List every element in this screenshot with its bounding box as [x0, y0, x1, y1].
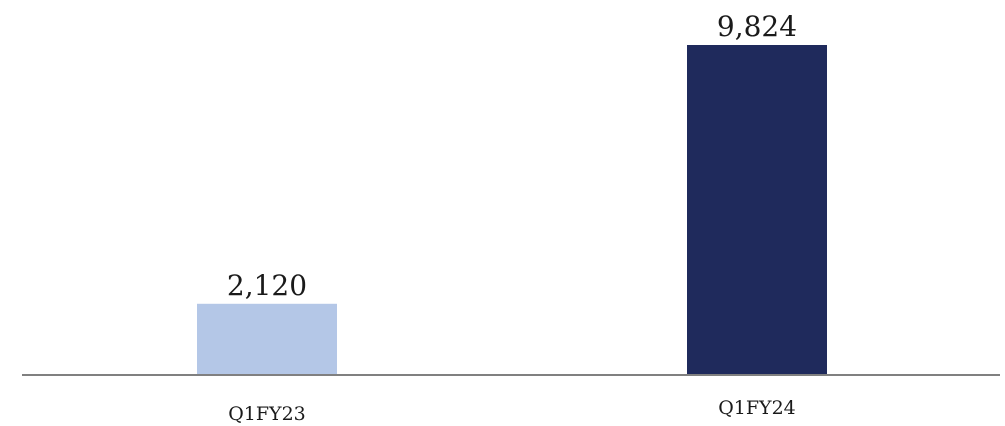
value-label-q1fy23: 2,120	[227, 269, 307, 302]
bar-q1fy24	[687, 45, 827, 375]
x-tick-labels-layer: Q1FY23 Q1FY24	[228, 397, 796, 425]
value-labels-layer: 2,120 9,824	[227, 10, 797, 302]
x-tick-label-q1fy23: Q1FY23	[228, 403, 306, 425]
bar-q1fy23	[197, 303, 337, 375]
x-tick-label-q1fy24: Q1FY24	[718, 397, 796, 419]
value-label-q1fy24: 9,824	[717, 10, 797, 43]
bars-layer	[197, 45, 827, 375]
